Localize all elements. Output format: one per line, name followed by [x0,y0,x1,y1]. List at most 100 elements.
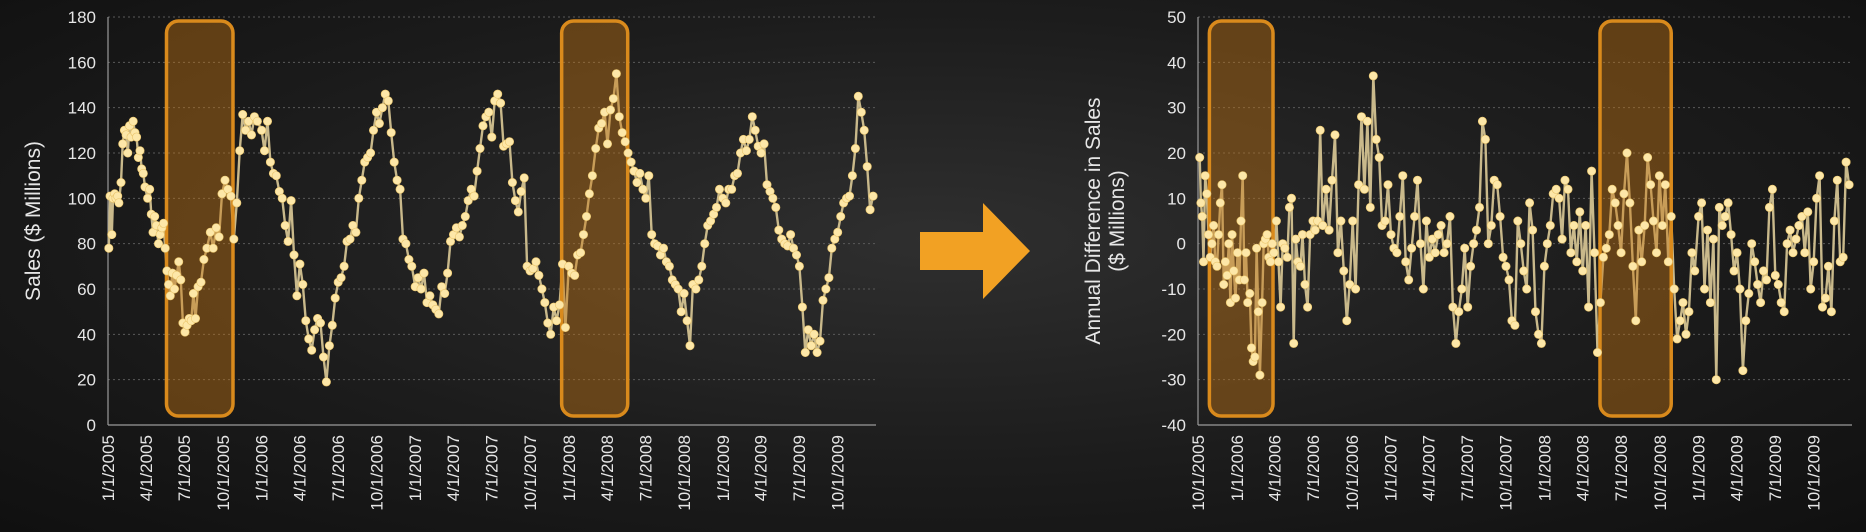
y-tick-label: -30 [1161,371,1186,390]
data-point [638,184,648,194]
data-point [844,191,854,201]
data-point [1753,279,1763,289]
data-point [143,193,153,203]
data-point [395,184,405,194]
data-point [1371,134,1381,144]
data-point [1841,157,1851,167]
data-point [298,279,308,289]
data-point [1773,279,1783,289]
data-point [1510,320,1520,330]
data-point [1759,266,1769,276]
data-point [1726,230,1736,240]
data-point [265,157,275,167]
data-point [1545,221,1555,231]
data-point [1681,329,1691,339]
data-point [768,193,778,203]
x-tick-label: 1/1/2006 [1228,435,1247,501]
data-point [1348,216,1358,226]
y-tick-label: -20 [1161,325,1186,344]
data-point [1336,216,1346,226]
x-tick-label: 4/1/2005 [137,435,156,501]
x-tick-label: 10/1/2008 [1651,435,1670,511]
data-point [626,157,636,167]
data-point [1276,302,1286,312]
data-point [496,98,506,108]
data-point [460,212,470,222]
data-point [1534,329,1544,339]
data-point [850,144,860,154]
data-point [647,230,657,240]
y-tick-label: 160 [68,53,96,72]
data-point [1669,284,1679,294]
series-line [1198,74,1851,381]
x-tick-label: 7/1/2008 [636,435,655,501]
data-point [357,175,367,185]
data-point [1243,298,1253,308]
data-point [208,243,218,253]
data-point [413,273,423,283]
data-point [128,116,138,126]
data-point [664,261,674,271]
data-point [1359,184,1369,194]
x-tick-label: 1/1/2009 [714,435,733,501]
data-point [1776,298,1786,308]
data-point [368,125,378,135]
data-point [1720,212,1730,222]
data-point [1392,248,1402,258]
data-point [419,268,429,278]
data-point [623,148,633,158]
data-point [1233,248,1243,258]
data-point [1528,225,1538,235]
data-point [1640,221,1650,231]
data-point [472,166,482,176]
data-point [685,341,695,351]
data-point [1236,216,1246,226]
data-point [833,227,843,237]
y-axis-title-line: Annual Difference in Sales [1082,97,1105,344]
data-point [1531,307,1541,317]
data-point [1318,221,1328,231]
data-point [188,288,198,298]
data-point [1289,338,1299,348]
data-point [383,96,393,106]
data-point [797,302,807,312]
data-point [1779,307,1789,317]
data-point [504,137,514,147]
data-point [1472,225,1482,235]
data-point [351,227,361,237]
data-point [1646,180,1656,190]
data-point [321,377,331,387]
data-point [226,191,236,201]
y-tick-label: 180 [68,8,96,27]
data-point [540,298,550,308]
data-point [327,320,337,330]
data-point [118,139,128,149]
data-point [721,198,731,208]
data-point [262,116,272,126]
y-tick-label: -40 [1161,416,1186,435]
data-point [1229,266,1239,276]
data-point [247,130,257,140]
data-point [229,234,239,244]
data-point [252,116,262,126]
data-point [1791,234,1801,244]
data-point [1666,212,1676,222]
data-point [658,243,668,253]
data-point [295,259,305,269]
data-point [602,139,612,149]
data-point [1557,234,1567,244]
x-tick-label: 10/1/2005 [214,435,233,511]
data-point [862,162,872,172]
data-point [1351,284,1361,294]
data-point [478,121,488,131]
data-point [1362,116,1372,126]
data-point [578,230,588,240]
highlight-band [559,19,630,418]
data-point [443,268,453,278]
data-point [1744,288,1754,298]
data-point [1513,216,1523,226]
data-point [1584,302,1594,312]
data-point [868,191,878,201]
x-tick-label: 10/1/2007 [1497,435,1516,511]
y-tick-label: 30 [1167,99,1186,118]
